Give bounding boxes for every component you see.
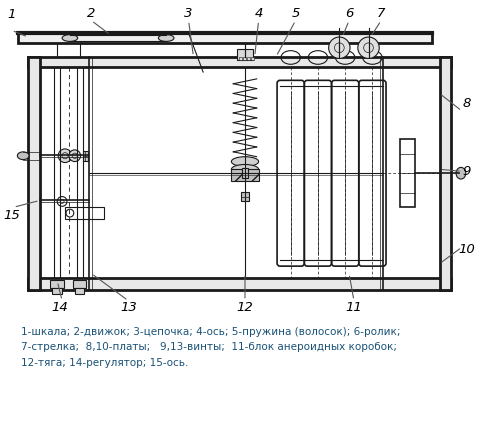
Bar: [243, 57, 246, 60]
Bar: [18, 33, 432, 43]
Text: 5: 5: [292, 7, 300, 20]
Text: 13: 13: [120, 301, 136, 314]
Text: 15: 15: [3, 208, 20, 222]
Bar: [239, 57, 242, 60]
Bar: [75, 288, 85, 294]
Bar: [241, 192, 249, 201]
Text: 6: 6: [345, 7, 354, 20]
Bar: [400, 139, 415, 207]
Bar: [65, 207, 104, 219]
Text: 8: 8: [462, 97, 471, 110]
Ellipse shape: [232, 165, 258, 174]
Text: 12-тяга; 14-регулятор; 15-ось.: 12-тяга; 14-регулятор; 15-ось.: [22, 358, 188, 368]
Bar: [440, 57, 451, 290]
Bar: [50, 280, 64, 288]
Circle shape: [358, 37, 379, 59]
Circle shape: [328, 37, 350, 59]
Text: 7: 7: [377, 7, 386, 20]
Bar: [73, 280, 86, 288]
Text: 1-шкала; 2-движок; 3-цепочка; 4-ось; 5-пружина (волосок); 6-ролик;: 1-шкала; 2-движок; 3-цепочка; 4-ось; 5-п…: [22, 327, 401, 337]
Bar: [232, 169, 258, 181]
Circle shape: [58, 149, 72, 162]
Ellipse shape: [232, 157, 258, 166]
Bar: [52, 288, 62, 294]
Text: 3: 3: [184, 7, 193, 20]
Ellipse shape: [158, 35, 174, 41]
Circle shape: [69, 150, 80, 162]
Ellipse shape: [18, 152, 29, 160]
Bar: [242, 168, 248, 178]
Ellipse shape: [62, 35, 78, 41]
Text: 11: 11: [346, 301, 362, 314]
Bar: [247, 57, 250, 60]
Bar: [28, 57, 451, 67]
Ellipse shape: [456, 168, 466, 179]
Bar: [251, 57, 254, 60]
Bar: [28, 57, 40, 290]
Text: 9: 9: [462, 165, 471, 178]
Text: 14: 14: [52, 301, 68, 314]
Text: 10: 10: [458, 243, 475, 256]
Bar: [82, 151, 88, 161]
Text: 2: 2: [87, 7, 96, 20]
Text: 12: 12: [236, 301, 254, 314]
Text: 7-стрелка;  8,10-платы;   9,13-винты;  11-блок анероидных коробок;: 7-стрелка; 8,10-платы; 9,13-винты; 11-бл…: [22, 343, 398, 352]
Text: 1: 1: [8, 8, 16, 21]
Bar: [237, 49, 253, 60]
Text: 4: 4: [254, 7, 263, 20]
Bar: [28, 278, 451, 290]
